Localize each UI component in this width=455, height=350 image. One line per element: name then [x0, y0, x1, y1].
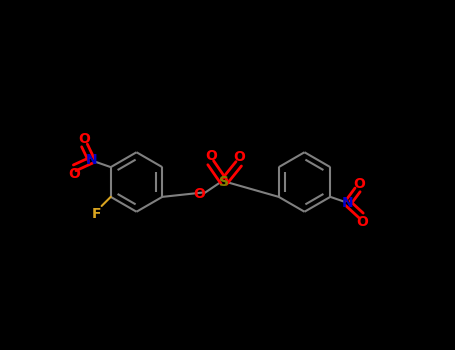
Text: O: O — [353, 177, 365, 191]
Text: O: O — [79, 132, 91, 146]
Text: S: S — [219, 175, 229, 189]
Text: F: F — [91, 207, 101, 222]
Text: N: N — [342, 196, 354, 210]
Text: O: O — [68, 167, 80, 181]
Text: O: O — [193, 187, 206, 201]
Text: O: O — [357, 215, 369, 229]
Text: O: O — [205, 149, 217, 163]
Text: N: N — [86, 153, 97, 167]
Text: O: O — [233, 150, 245, 164]
